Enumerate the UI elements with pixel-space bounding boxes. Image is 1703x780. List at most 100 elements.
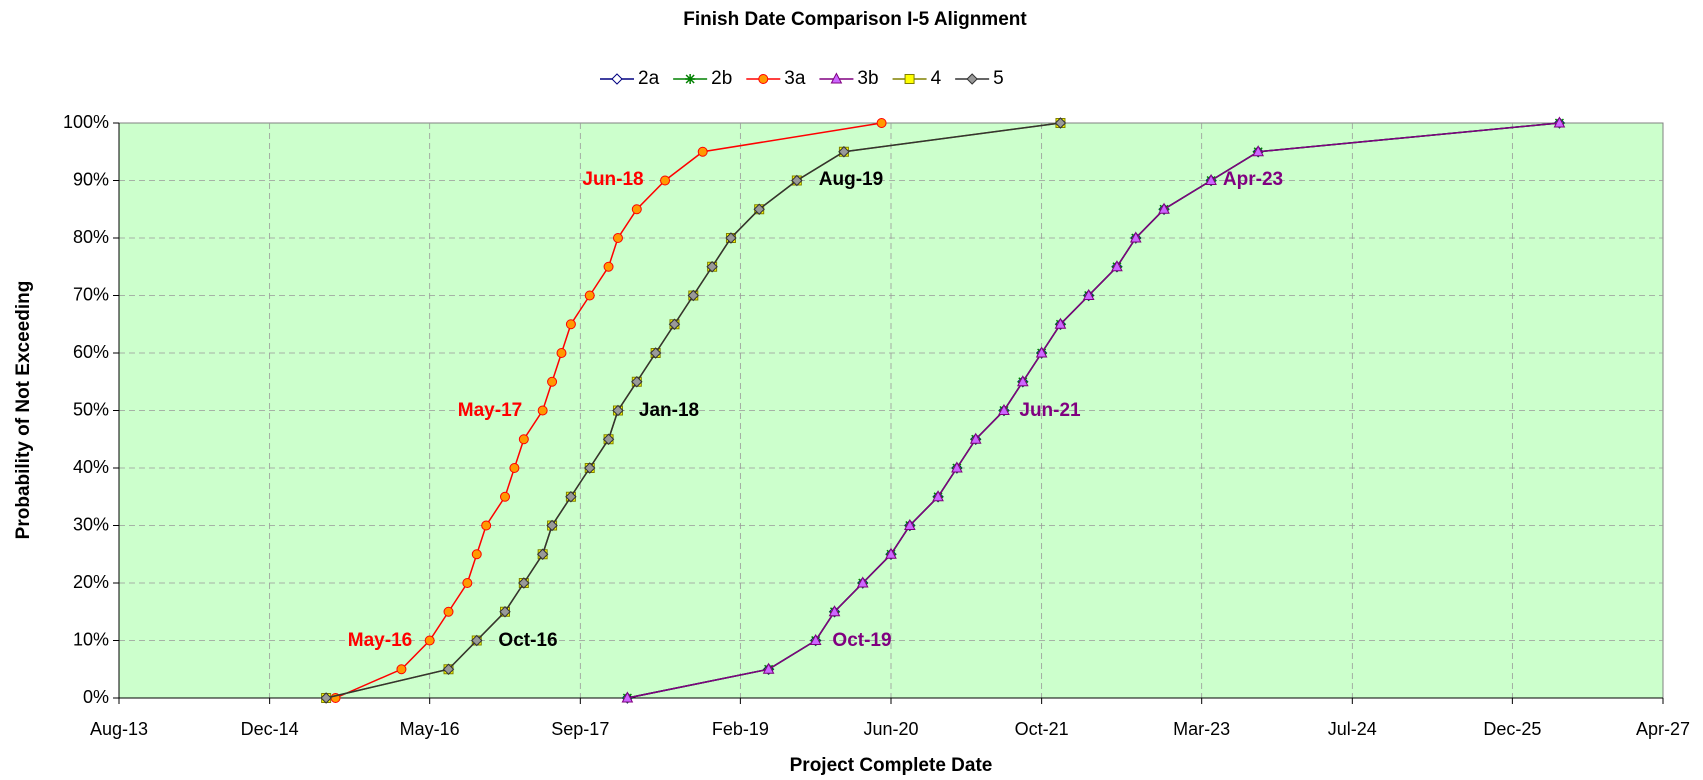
marker bbox=[904, 518, 916, 530]
annotation: Jun-21 bbox=[1019, 400, 1081, 421]
marker bbox=[565, 319, 576, 330]
marker bbox=[966, 73, 978, 85]
marker bbox=[631, 204, 642, 215]
marker bbox=[668, 318, 681, 330]
y-tick-label: 0% bbox=[83, 687, 109, 707]
marker bbox=[536, 548, 549, 560]
marker bbox=[471, 549, 482, 560]
x-tick-label: Dec-14 bbox=[241, 719, 299, 739]
y-tick-label: 50% bbox=[73, 399, 109, 419]
marker bbox=[828, 605, 841, 617]
marker bbox=[706, 261, 718, 273]
marker bbox=[685, 74, 696, 84]
marker bbox=[1158, 202, 1170, 214]
marker bbox=[584, 462, 596, 474]
marker bbox=[932, 490, 944, 502]
marker bbox=[584, 290, 595, 301]
marker bbox=[1035, 346, 1048, 358]
marker bbox=[1129, 231, 1142, 243]
x-tick-label: Apr-27 bbox=[1636, 719, 1690, 739]
x-tick-label: May-16 bbox=[400, 719, 460, 739]
y-axis-title: Probability of Not Exceeding bbox=[13, 281, 34, 540]
marker bbox=[1054, 317, 1067, 329]
marker bbox=[612, 233, 623, 243]
annotation: May-17 bbox=[458, 400, 522, 421]
marker bbox=[697, 146, 708, 157]
marker bbox=[556, 348, 567, 358]
marker bbox=[969, 432, 982, 444]
y-tick-label: 20% bbox=[73, 572, 109, 592]
marker bbox=[320, 692, 332, 704]
marker bbox=[481, 520, 492, 531]
marker bbox=[1111, 260, 1123, 272]
x-tick-label: Sep-17 bbox=[551, 719, 609, 739]
marker bbox=[518, 434, 529, 445]
legend-label: 5 bbox=[993, 68, 1004, 89]
marker bbox=[876, 118, 887, 128]
marker bbox=[998, 403, 1010, 415]
annotation: Oct-19 bbox=[832, 630, 891, 651]
marker bbox=[396, 664, 407, 675]
x-tick-label: Mar-23 bbox=[1173, 719, 1230, 739]
marker bbox=[621, 691, 634, 703]
legend-label: 2b bbox=[711, 68, 732, 89]
marker bbox=[1252, 145, 1264, 157]
y-tick-label: 80% bbox=[73, 227, 109, 247]
x-tick-label: Dec-25 bbox=[1483, 719, 1541, 739]
annotation: Apr-23 bbox=[1223, 169, 1283, 190]
annotation: Aug-19 bbox=[819, 169, 883, 190]
x-tick-label: Jun-20 bbox=[863, 719, 918, 739]
marker bbox=[904, 74, 915, 84]
marker bbox=[1082, 288, 1095, 300]
annotation: May-16 bbox=[348, 630, 412, 651]
marker bbox=[830, 72, 843, 84]
marker bbox=[725, 232, 737, 244]
marker bbox=[809, 633, 822, 645]
x-tick-label: Feb-19 bbox=[712, 719, 769, 739]
series bbox=[621, 116, 1566, 703]
marker bbox=[443, 606, 454, 617]
marker bbox=[442, 663, 455, 675]
marker bbox=[500, 491, 510, 502]
x-tick-label: Jul-24 bbox=[1328, 719, 1377, 739]
marker bbox=[762, 662, 775, 674]
annotation: Jun-18 bbox=[582, 169, 643, 190]
legend-label: 4 bbox=[931, 68, 942, 89]
marker bbox=[631, 376, 643, 388]
marker bbox=[602, 433, 615, 445]
marker bbox=[838, 146, 850, 158]
marker bbox=[687, 289, 699, 302]
marker bbox=[1553, 116, 1566, 128]
marker bbox=[612, 404, 624, 417]
marker bbox=[424, 635, 435, 646]
y-tick-label: 10% bbox=[73, 629, 109, 649]
marker bbox=[499, 606, 511, 618]
series bbox=[320, 117, 1067, 704]
marker bbox=[565, 491, 577, 503]
x-tick-label: Oct-21 bbox=[1015, 719, 1069, 739]
series bbox=[330, 118, 887, 703]
marker bbox=[1016, 375, 1029, 387]
x-axis-title: Project Complete Date bbox=[790, 755, 993, 776]
y-tick-label: 30% bbox=[73, 514, 109, 534]
marker bbox=[1054, 117, 1067, 129]
marker bbox=[649, 347, 662, 359]
annotation: Jan-18 bbox=[639, 400, 699, 421]
chart-title: Finish Date Comparison I-5 Alignment bbox=[683, 9, 1027, 30]
marker bbox=[462, 578, 473, 588]
y-tick-label: 70% bbox=[73, 284, 109, 304]
marker bbox=[753, 203, 765, 215]
y-tick-label: 90% bbox=[73, 169, 109, 189]
marker bbox=[791, 174, 803, 187]
legend-label: 3b bbox=[857, 68, 878, 89]
marker bbox=[611, 73, 623, 85]
marker bbox=[471, 634, 483, 647]
x-tick-label: Aug-13 bbox=[90, 719, 148, 739]
marker bbox=[885, 547, 897, 559]
legend-label: 3a bbox=[784, 68, 806, 89]
marker bbox=[856, 576, 869, 588]
marker bbox=[518, 577, 530, 589]
marker bbox=[546, 519, 558, 532]
annotation: Oct-16 bbox=[498, 630, 557, 651]
